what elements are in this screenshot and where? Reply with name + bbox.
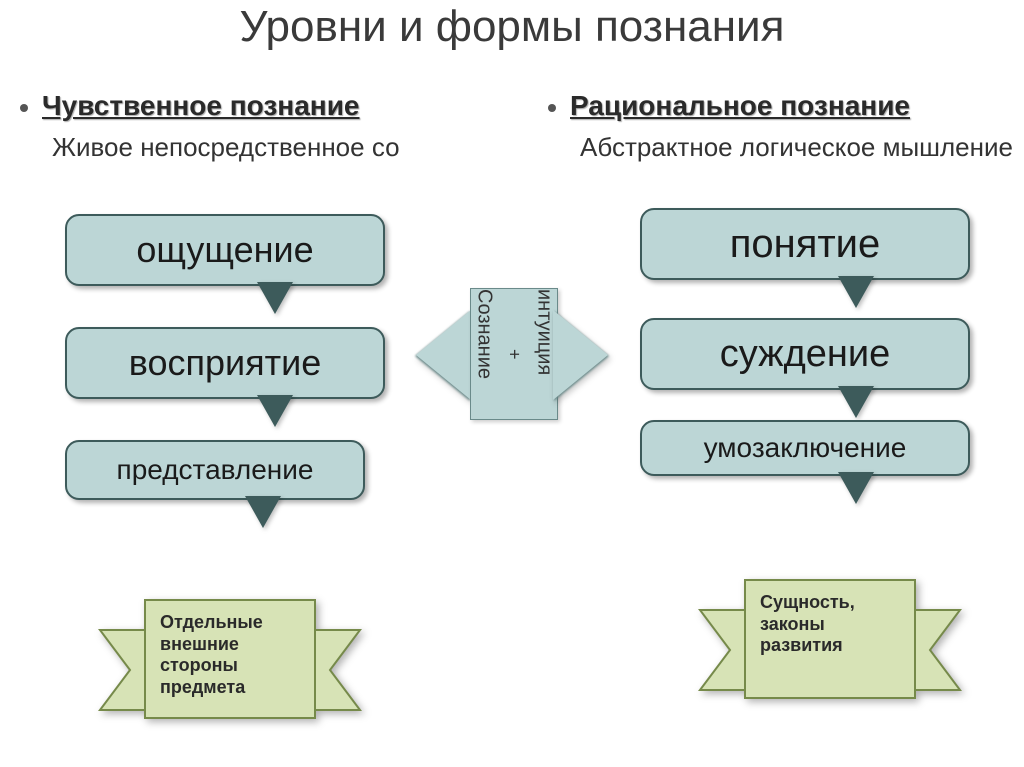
arrow-left-icon <box>416 310 471 400</box>
left-callout-2: представление <box>65 440 365 500</box>
left-callout-0: ощущение <box>65 214 385 286</box>
left-subtext: Живое непосредственное со <box>52 132 492 163</box>
callout-tail-icon <box>840 278 872 308</box>
center-line1: Сознание <box>473 289 496 419</box>
callout-label: ощущение <box>136 229 313 271</box>
bullet-icon <box>548 104 556 112</box>
callout-label: суждение <box>720 333 891 376</box>
right-callout-1: суждение <box>640 318 970 390</box>
callout-label: умозаключение <box>704 432 907 464</box>
callout-tail-icon <box>247 498 279 528</box>
callout-label: понятие <box>730 222 881 267</box>
callout-tail-icon <box>840 388 872 418</box>
bullet-icon <box>20 104 28 112</box>
callout-tail-icon <box>840 474 872 504</box>
right-heading: Рациональное познание <box>570 90 1020 122</box>
right-callout-0: понятие <box>640 208 970 280</box>
right-column: Рациональное познание Абстрактное логиче… <box>540 90 1020 163</box>
callout-tail-icon <box>259 284 291 314</box>
center-plus: + <box>504 349 525 360</box>
page-title: Уровни и формы познания <box>0 0 1024 52</box>
ribbon-left: Отдельные внешние стороны предмета <box>90 590 370 735</box>
arrow-right-icon <box>553 310 608 400</box>
left-callout-1: восприятие <box>65 327 385 399</box>
ribbon-right-text: Сущность, законы развития <box>760 592 900 657</box>
center-arrow-block: Сознание + интуиция <box>432 280 592 430</box>
callout-tail-icon <box>259 397 291 427</box>
left-heading: Чувственное познание <box>42 90 492 122</box>
center-body: Сознание + интуиция <box>470 288 558 420</box>
callout-label: восприятие <box>129 342 321 384</box>
callout-label: представление <box>117 454 314 486</box>
right-callout-2: умозаключение <box>640 420 970 476</box>
left-column: Чувственное познание Живое непосредствен… <box>12 90 492 163</box>
ribbon-right: Сущность, законы развития <box>690 570 970 715</box>
ribbon-left-text: Отдельные внешние стороны предмета <box>160 612 300 698</box>
right-subtext: Абстрактное логическое мышление <box>580 132 1020 163</box>
